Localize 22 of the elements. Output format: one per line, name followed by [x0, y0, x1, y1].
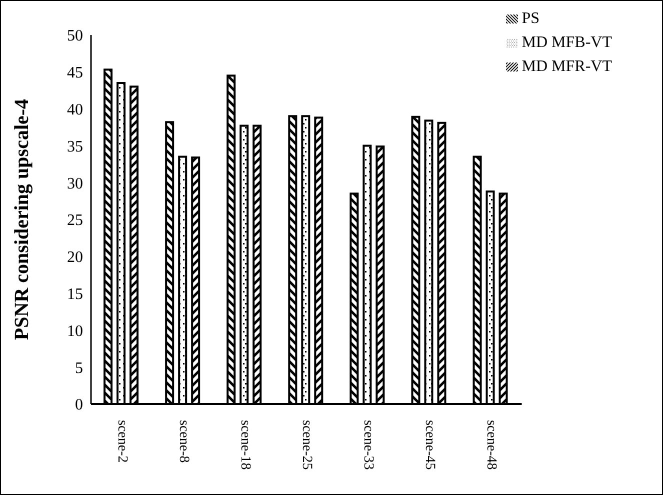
- legend-label: MD MFR-VT: [522, 58, 612, 75]
- x-tick-label: scene-18: [237, 420, 252, 470]
- x-tick-label: scene-45: [422, 420, 437, 470]
- y-axis-title: PSNR considering upscale-4: [11, 98, 34, 340]
- y-tick-label: 5: [75, 360, 83, 377]
- y-tick-label: 30: [67, 175, 83, 192]
- y-tick-label: 35: [67, 138, 83, 156]
- y-tick-label: 10: [67, 322, 83, 340]
- legend-label: MD MFB-VT: [522, 34, 612, 51]
- x-tick-label: scene-33: [360, 420, 376, 470]
- y-tick-label: 15: [67, 286, 83, 303]
- x-tick-label: scene-8: [176, 420, 191, 463]
- y-tick-label: 20: [67, 249, 83, 266]
- y-tick-label: 45: [67, 64, 83, 82]
- x-tick-label: scene-2: [114, 420, 130, 463]
- y-tick-label: 0: [75, 396, 83, 414]
- x-tick-label: scene-25: [298, 420, 314, 470]
- x-tick-label: scene-48: [483, 420, 498, 470]
- y-tick-label: 50: [67, 28, 83, 45]
- y-tick-label: 40: [67, 101, 83, 118]
- y-tick-label: 25: [67, 212, 83, 230]
- legend-label: PS: [522, 10, 540, 27]
